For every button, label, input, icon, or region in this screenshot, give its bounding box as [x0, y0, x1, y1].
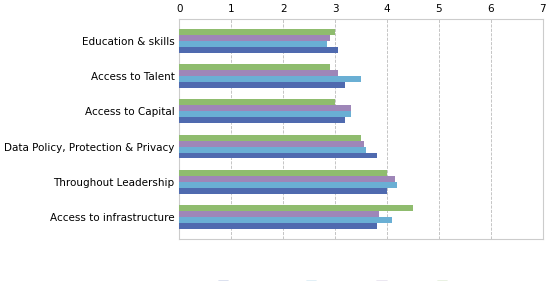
Bar [179, 140, 364, 146]
Bar [179, 111, 350, 117]
Legend: South Korea, Malaysia, Taiwan, Singapore: South Korea, Malaysia, Taiwan, Singapore [213, 277, 508, 281]
Bar [179, 217, 392, 223]
Bar [179, 211, 379, 217]
Bar [179, 182, 397, 188]
Bar [179, 170, 387, 176]
Bar [179, 70, 338, 76]
Bar [179, 29, 335, 35]
Bar [179, 47, 338, 53]
Bar [179, 35, 330, 41]
Bar [179, 64, 330, 70]
Bar [179, 105, 350, 111]
Bar [179, 146, 366, 153]
Bar [179, 41, 327, 47]
Bar [179, 153, 377, 158]
Bar [179, 76, 361, 82]
Bar [179, 205, 413, 211]
Bar [179, 117, 345, 123]
Bar [179, 82, 345, 88]
Bar [179, 99, 335, 105]
Bar [179, 223, 377, 229]
Bar [179, 188, 387, 194]
Bar [179, 135, 361, 140]
Bar [179, 176, 395, 182]
